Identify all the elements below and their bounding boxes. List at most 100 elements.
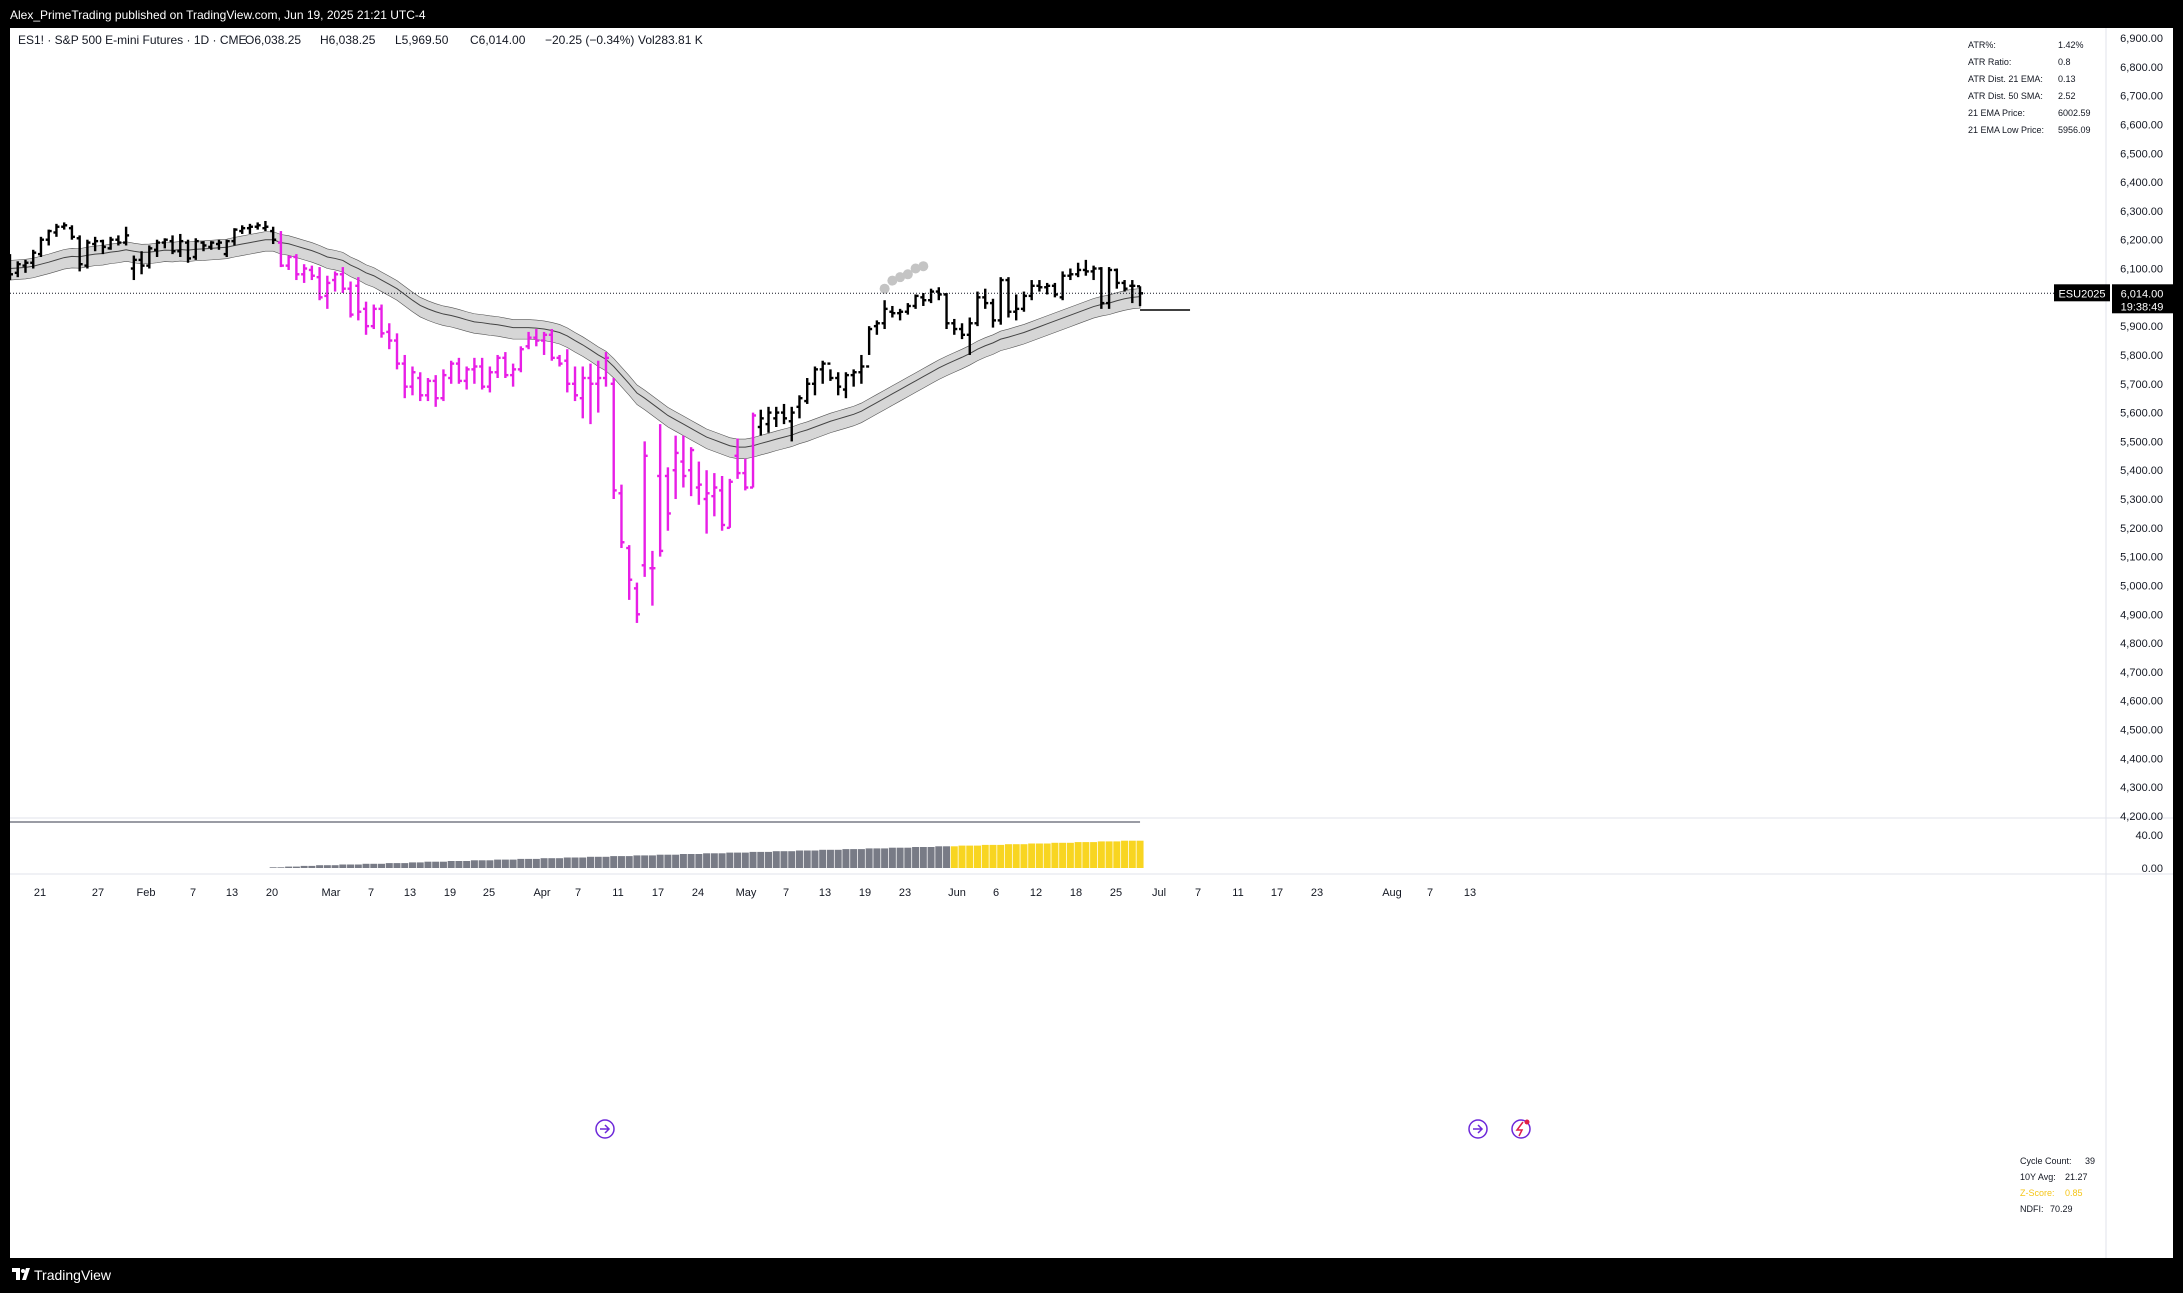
ohlc-bar — [850, 369, 857, 387]
ohlc-bar — [548, 329, 555, 361]
histogram-bar — [308, 865, 316, 868]
stats-label: ATR Dist. 50 SMA: — [1968, 91, 2043, 101]
ohlc-change: −20.25 (−0.34%) — [545, 33, 634, 47]
ohlc-bar — [285, 255, 292, 270]
price-axis-label: 5,900.00 — [2120, 321, 2163, 333]
signal-dot — [887, 275, 898, 286]
earnings-bolt-icon[interactable] — [1511, 1119, 1531, 1139]
histogram-bar — [625, 856, 633, 868]
ohlc-bar — [463, 366, 470, 390]
histogram-bar — [981, 844, 989, 868]
ema-band — [9, 231, 1141, 459]
price-axis-label: 4,200.00 — [2120, 811, 2163, 823]
histogram-bar — [710, 853, 718, 868]
time-axis-label: 27 — [92, 887, 104, 899]
ohlc-bar — [185, 239, 192, 263]
histogram-bar — [478, 860, 486, 868]
time-axis-label: 6 — [993, 887, 999, 899]
ohlc-bar — [339, 267, 346, 294]
histogram-bar — [416, 862, 424, 868]
time-axis-label: 13 — [1464, 887, 1476, 899]
indicator-table: Cycle Count: 39 10Y Avg: 21.27 Z-Score: … — [2020, 1156, 2095, 1214]
ohlc-bar — [394, 333, 400, 370]
histogram-bar — [1051, 842, 1059, 868]
signal-arrow-icon[interactable] — [1468, 1119, 1488, 1139]
ohlc-bar — [703, 470, 710, 534]
signal-dot — [895, 272, 906, 283]
time-axis-label: 20 — [266, 887, 278, 899]
histogram-bar — [617, 856, 625, 868]
histogram-bar — [1004, 844, 1012, 868]
price-marker[interactable]: ESU2025 6,014.00 19:38:49 — [2054, 284, 2173, 314]
ohlc-bar — [564, 349, 571, 393]
ohlc-bar — [1013, 294, 1020, 321]
ohlc-bar — [664, 467, 671, 531]
footer-bar: TradingView — [0, 1258, 2183, 1293]
ohlc-bar — [1098, 267, 1105, 309]
ohlc-bar — [711, 473, 718, 517]
price-axis-label: 4,600.00 — [2120, 696, 2163, 708]
histogram-bar — [765, 851, 773, 868]
ohlc-bar — [1082, 259, 1089, 276]
ohlc-bar — [347, 281, 354, 318]
price-chart[interactable]: 6,900.00 6,800.00 6,700.00 6,600.00 6,500.00… — [7, 28, 2173, 1258]
histogram-bar — [1028, 843, 1036, 868]
histogram-bar — [1059, 842, 1067, 868]
histogram-bar — [865, 848, 873, 868]
price-axis-label: 6,600.00 — [2120, 119, 2163, 131]
histogram-bar — [664, 854, 672, 868]
ohlc-bar — [432, 375, 439, 407]
ohlc-bar — [633, 582, 640, 623]
publisher-line: Alex_PrimeTrading published on TradingVi… — [10, 8, 426, 22]
histogram-bar — [780, 851, 788, 868]
ohlc-bar — [92, 236, 99, 252]
ohlc-bar — [966, 317, 973, 355]
ohlc-bar — [154, 239, 161, 257]
footer-brand[interactable]: TradingView — [34, 1267, 112, 1283]
ohlc-bar — [788, 406, 795, 442]
ohlc-bar — [239, 225, 246, 234]
price-axis-label: 5,800.00 — [2120, 350, 2163, 362]
contract-tag — [2054, 284, 2110, 302]
ohlc-bar — [649, 550, 656, 606]
chart-panel: 6,900.00 6,800.00 6,700.00 6,600.00 6,500.00… — [7, 28, 2173, 1258]
histogram-bar — [672, 854, 680, 868]
ohlc-bar — [726, 478, 733, 530]
tradingview-logo-icon[interactable] — [12, 1268, 30, 1280]
price-axis-label: 6,100.00 — [2120, 264, 2163, 276]
indicator-label: 10Y Avg: — [2020, 1172, 2056, 1182]
price-axis-label: 4,900.00 — [2120, 609, 2163, 621]
price-axis-label: 5,400.00 — [2120, 465, 2163, 477]
ohlc-bar — [1067, 268, 1074, 281]
ohlc-bar — [610, 378, 617, 500]
ohlc-bar — [997, 277, 1004, 325]
time-axis-label: 7 — [575, 887, 581, 899]
histogram-bar — [974, 845, 981, 868]
ohlc-bar — [873, 320, 880, 335]
ohlc-bar — [231, 228, 238, 246]
time-axis-label: 23 — [899, 887, 911, 899]
histogram-bar — [571, 857, 579, 868]
histogram-bar — [486, 860, 494, 868]
histogram-bar — [896, 847, 904, 868]
histogram-bar — [455, 861, 463, 868]
histogram-bar — [517, 858, 525, 868]
ohlc-bar — [943, 293, 950, 330]
histogram-bar — [1035, 843, 1043, 868]
histogram-bar — [695, 854, 703, 868]
ohlc-bar — [22, 259, 29, 273]
ohlc-bar — [1121, 280, 1128, 292]
indicator-value: 0.85 — [2065, 1188, 2083, 1198]
histogram-bar — [432, 861, 440, 868]
signal-arrow-icon[interactable] — [595, 1119, 615, 1139]
histogram-bar — [1121, 840, 1129, 868]
histogram-bar — [958, 845, 966, 868]
histogram-bar — [579, 857, 587, 868]
price-axis-label: 5,000.00 — [2120, 580, 2163, 592]
stats-value: 5956.09 — [2058, 125, 2091, 135]
ohlc-bar — [811, 366, 818, 396]
histogram-bar — [1012, 844, 1020, 868]
ohlc-bar — [680, 435, 687, 488]
histogram-bar — [1082, 842, 1090, 868]
ohlc-close: C6,014.00 — [470, 33, 526, 47]
